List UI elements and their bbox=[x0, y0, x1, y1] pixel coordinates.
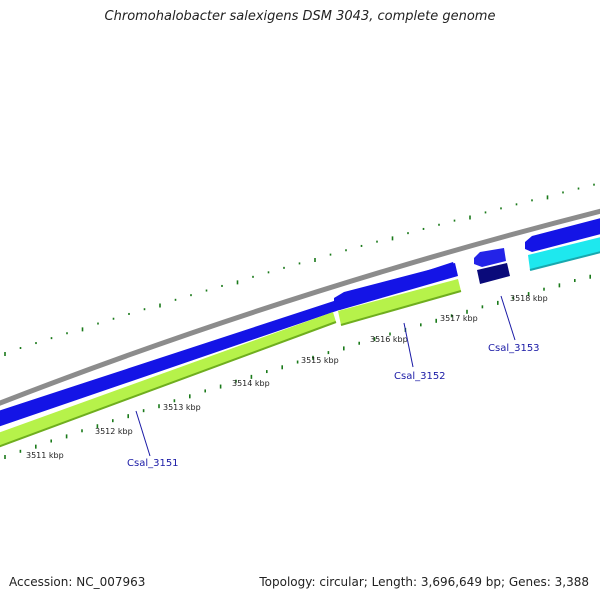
gene-label-csal-3151[interactable]: Csal_3151 bbox=[127, 458, 179, 469]
kbp-label: 3515 kbp bbox=[301, 356, 339, 365]
dotted-tick-track bbox=[4, 183, 595, 356]
cds-reverse-dark bbox=[477, 263, 510, 284]
cds-reverse bbox=[338, 279, 461, 325]
cds-forward bbox=[334, 263, 458, 310]
backbone-track bbox=[0, 208, 600, 406]
labels: 3511 kbp 3512 kbp 3513 kbp 3514 kbp 3515… bbox=[26, 294, 548, 469]
genome-summary-text: Topology: circular; Length: 3,696,649 bp… bbox=[259, 575, 589, 589]
kbp-label: 3514 kbp bbox=[232, 379, 270, 388]
gene-label-leader bbox=[135, 410, 151, 457]
kbp-label: 3518 kbp bbox=[510, 294, 548, 303]
cds-reverse-cyan bbox=[528, 237, 600, 270]
cds-forward bbox=[525, 218, 600, 252]
gene-label-leader bbox=[403, 322, 414, 368]
cds-reverse-edge bbox=[529, 251, 600, 271]
gene-label-csal-3153[interactable]: Csal_3153 bbox=[488, 343, 540, 354]
gene-label-leader bbox=[500, 295, 516, 341]
accession-text: Accession: NC_007963 bbox=[9, 575, 146, 589]
kbp-tick-track bbox=[4, 274, 592, 459]
cds-reverse-edge bbox=[340, 290, 462, 326]
cds-reverse bbox=[0, 312, 336, 447]
kbp-label: 3517 kbp bbox=[440, 314, 478, 323]
kbp-label: 3513 kbp bbox=[163, 403, 201, 412]
kbp-label: 3516 kbp bbox=[370, 335, 408, 344]
kbp-label: 3511 kbp bbox=[26, 451, 64, 460]
backbone-line bbox=[0, 208, 600, 406]
map-title: Chromohalobacter salexigens DSM 3043, co… bbox=[104, 9, 496, 24]
cds-reverse-edge bbox=[0, 321, 337, 448]
feature-tracks bbox=[0, 218, 600, 448]
kbp-label: 3512 kbp bbox=[95, 427, 133, 436]
cds-forward bbox=[474, 248, 506, 267]
gene-label-csal-3152[interactable]: Csal_3152 bbox=[394, 371, 446, 382]
